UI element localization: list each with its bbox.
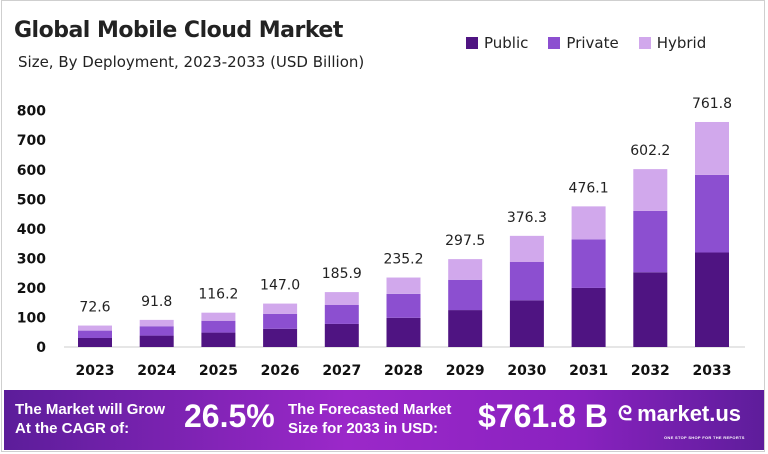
legend-item-public: Public	[466, 34, 528, 52]
bar-segment-private-2023	[78, 330, 112, 338]
bar-segment-hybrid-2027	[324, 292, 359, 305]
data-label-2027: 185.9	[322, 266, 362, 282]
cagr-label-line1: The Market will Grow	[15, 401, 166, 418]
bar-segment-public-2030	[509, 300, 544, 347]
bar-segment-hybrid-2031	[571, 206, 606, 240]
data-label-2023: 72.6	[79, 300, 110, 316]
x-tick-label-2028: 2028	[384, 363, 423, 379]
summary-banner: The Market will Grow At the CAGR of: 26.…	[4, 390, 764, 450]
cagr-value: 26.5%	[184, 398, 275, 434]
legend: Public Private Hybrid	[466, 34, 706, 52]
data-label-2028: 235.2	[383, 252, 423, 268]
bar-segment-hybrid-2028	[386, 277, 421, 294]
x-tick-label-2024: 2024	[137, 363, 176, 379]
y-tick-label: 500	[17, 192, 46, 208]
data-label-2031: 476.1	[569, 180, 609, 196]
data-label-2033: 761.8	[692, 96, 732, 112]
bar-segment-public-2033	[695, 252, 729, 347]
y-tick-label: 800	[17, 104, 46, 120]
bar-segment-private-2025	[201, 320, 236, 333]
legend-label-private: Private	[566, 34, 619, 52]
bar-segment-public-2024	[139, 335, 174, 347]
forecast-label: The Forecasted Market Size for 2033 in U…	[288, 400, 451, 438]
y-tick-label: 600	[17, 163, 46, 179]
bar-segment-private-2031	[571, 239, 606, 288]
bar-segment-hybrid-2032	[633, 169, 668, 211]
forecast-label-line1: The Forecasted Market	[288, 401, 452, 418]
legend-item-private: Private	[548, 34, 619, 52]
market-us-logo: ᘓ market.us	[618, 401, 741, 427]
bar-segment-hybrid-2033	[695, 121, 729, 175]
chart-plot: 0 100 200 300 400 500 600 700 800 72.6 2023 91.8 202…	[17, 96, 745, 379]
legend-item-hybrid: Hybrid	[638, 34, 707, 52]
bar-segment-private-2028	[386, 293, 421, 318]
chart-subtitle: Size, By Deployment, 2023-2033 (USD Bill…	[18, 53, 365, 71]
bar-segment-public-2026	[263, 328, 298, 347]
y-tick-label: 700	[17, 133, 46, 149]
legend-swatch-hybrid	[638, 37, 651, 49]
x-tick-label-2026: 2026	[261, 363, 300, 379]
y-tick-label: 0	[36, 340, 46, 356]
bar-segment-hybrid-2023	[78, 325, 112, 331]
x-tick-label-2033: 2033	[693, 363, 732, 379]
x-tick-label-2032: 2032	[631, 363, 670, 379]
cagr-label-line2: At the CAGR of:	[15, 420, 130, 437]
bar-segment-private-2027	[324, 304, 359, 324]
chart-title: Global Mobile Cloud Market	[14, 18, 343, 43]
data-label-2025: 116.2	[198, 287, 238, 303]
bar-segment-public-2032	[633, 272, 668, 347]
data-label-2026: 147.0	[260, 278, 300, 294]
legend-swatch-private	[548, 37, 561, 49]
bar-segment-private-2026	[263, 313, 298, 329]
x-tick-label-2025: 2025	[199, 363, 238, 379]
bar-segment-public-2027	[324, 323, 359, 347]
bar-segment-private-2024	[139, 326, 174, 336]
bar-segment-hybrid-2025	[201, 312, 236, 321]
bar-segment-public-2028	[386, 317, 421, 347]
y-tick-label: 400	[17, 222, 46, 238]
bar-segment-hybrid-2030	[509, 235, 544, 262]
legend-swatch-public	[466, 37, 478, 49]
x-tick-label-2023: 2023	[76, 363, 115, 379]
bar-segment-private-2033	[695, 174, 729, 253]
legend-label-public: Public	[484, 34, 529, 52]
bar-segment-hybrid-2029	[448, 259, 483, 280]
x-tick-label-2027: 2027	[322, 363, 361, 379]
bar-segment-private-2032	[633, 210, 668, 273]
bar-segment-private-2029	[448, 279, 483, 311]
logo-text: market.us	[637, 401, 742, 426]
forecast-value: $761.8 B	[478, 398, 608, 434]
cagr-label: The Market will Grow At the CAGR of:	[15, 400, 165, 438]
legend-label-hybrid: Hybrid	[656, 34, 707, 52]
bar-segment-public-2023	[78, 337, 112, 347]
bar-segment-public-2029	[448, 310, 483, 347]
data-label-2029: 297.5	[445, 233, 485, 249]
forecast-label-line2: Size for 2033 in USD:	[288, 420, 439, 437]
y-tick-label: 100	[17, 310, 46, 326]
market-us-logo-icon: ᘓ	[618, 402, 633, 425]
bar-segment-hybrid-2026	[263, 303, 298, 314]
bar-segment-public-2025	[201, 332, 236, 347]
x-tick-label-2029: 2029	[446, 363, 485, 379]
x-tick-label-2030: 2030	[507, 363, 546, 379]
y-tick-label: 200	[17, 281, 46, 297]
y-tick-label: 300	[17, 251, 46, 267]
data-label-2032: 602.2	[630, 143, 670, 159]
bar-segment-hybrid-2024	[139, 319, 174, 327]
logo-tagline: ONE STOP SHOP FOR THE REPORTS	[664, 435, 745, 440]
data-label-2024: 91.8	[141, 294, 172, 310]
bar-segment-private-2030	[509, 261, 544, 301]
x-tick-label-2031: 2031	[569, 363, 608, 379]
bar-segment-public-2031	[571, 287, 606, 347]
data-label-2030: 376.3	[507, 210, 547, 226]
